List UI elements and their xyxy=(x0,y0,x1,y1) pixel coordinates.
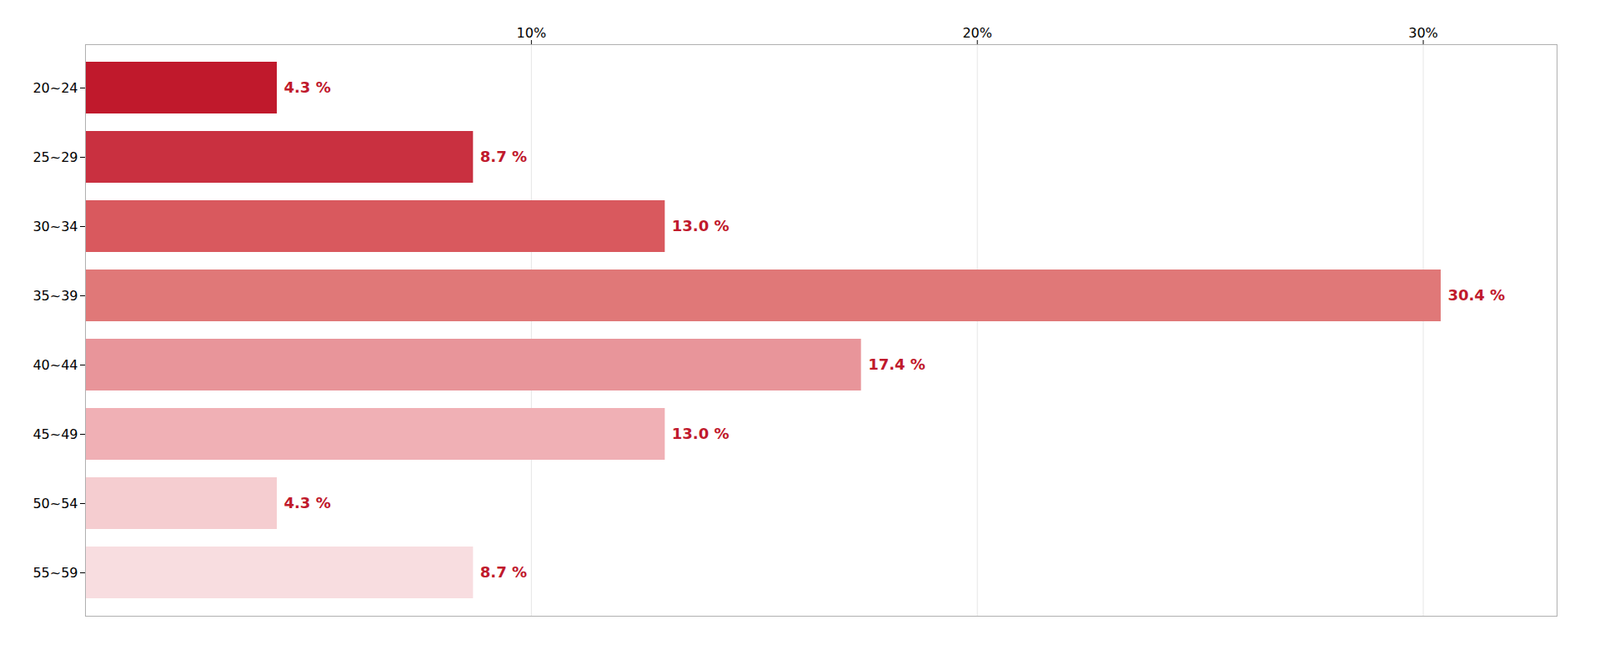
svg-text:30%: 30% xyxy=(1408,25,1439,41)
svg-text:17.4 %: 17.4 % xyxy=(867,355,926,373)
svg-text:13.0 %: 13.0 % xyxy=(672,216,730,235)
svg-text:10%: 10% xyxy=(516,25,547,41)
svg-text:40~44: 40~44 xyxy=(32,356,78,373)
svg-text:8.7 %: 8.7 % xyxy=(480,562,527,581)
svg-text:4.3 %: 4.3 % xyxy=(283,493,331,512)
svg-text:35~39: 35~39 xyxy=(32,287,78,304)
svg-text:45~49: 45~49 xyxy=(32,426,78,442)
svg-text:13.0 %: 13.0 % xyxy=(672,424,730,442)
svg-text:8.7 %: 8.7 % xyxy=(480,147,527,166)
svg-text:25~29: 25~29 xyxy=(32,149,78,166)
svg-text:55~59: 55~59 xyxy=(32,564,78,581)
svg-text:4.3 %: 4.3 % xyxy=(283,78,331,96)
svg-text:30.4 %: 30.4 % xyxy=(1447,285,1505,304)
svg-text:50~54: 50~54 xyxy=(32,495,78,512)
svg-text:20~24: 20~24 xyxy=(32,80,78,96)
svg-text:30~34: 30~34 xyxy=(32,218,78,235)
svg-text:20%: 20% xyxy=(962,25,993,41)
